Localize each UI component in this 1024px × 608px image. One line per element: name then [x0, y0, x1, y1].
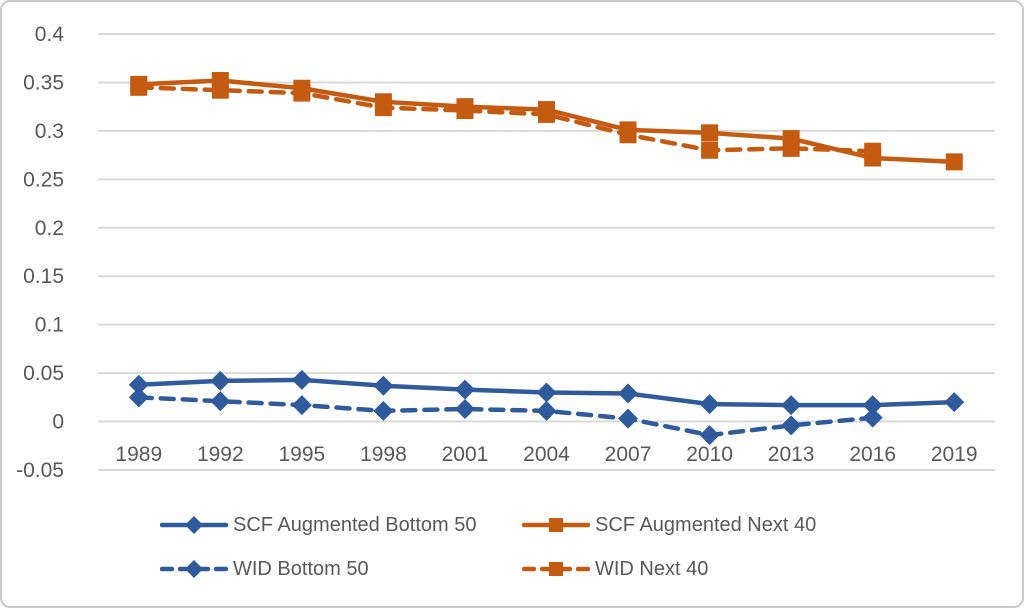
x-tick-label: 2007 [605, 443, 652, 466]
legend-swatch-solid-diamond-icon [160, 516, 228, 534]
y-tick-label: 0 [52, 411, 64, 434]
x-axis-tick-labels: 1989 1992 1995 1998 2001 2004 2007 2010 2013 2016… [115, 443, 977, 466]
legend-item-scf-augmented-bottom-50: SCF Augmented Bottom 50 [160, 513, 476, 537]
legend-swatch-solid-square-icon [522, 518, 590, 532]
y-tick-label: 0.2 [35, 217, 64, 240]
legend-item-wid-next-40: WID Next 40 [522, 557, 708, 581]
legend-label: WID Next 40 [595, 558, 709, 580]
legend-label: WID Bottom 50 [233, 558, 369, 580]
x-tick-label: 1995 [279, 443, 326, 466]
y-tick-label: 0.1 [35, 314, 64, 337]
legend-swatch-dashed-diamond-icon [160, 560, 228, 578]
y-tick-label: 0.25 [23, 168, 64, 191]
x-tick-label: 2010 [686, 443, 733, 466]
series-wid-next-40 [130, 78, 882, 160]
x-tick-label: 1989 [115, 443, 162, 466]
y-tick-label: -0.05 [16, 459, 64, 482]
x-tick-label: 2001 [442, 443, 489, 466]
legend-item-wid-bottom-50: WID Bottom 50 [160, 557, 369, 581]
y-tick-label: 0.3 [35, 120, 64, 143]
x-tick-label: 2019 [931, 443, 978, 466]
x-tick-label: 2004 [523, 443, 570, 466]
y-tick-label: 0.05 [23, 362, 64, 385]
legend-item-scf-augmented-next-40: SCF Augmented Next 40 [522, 513, 816, 537]
y-axis-tick-labels: 0.4 0.35 0.3 0.25 0.2 0.15 0.1 0.05 0 -0.05 [16, 23, 64, 482]
series-wid-bottom-50 [128, 387, 883, 446]
series-scf-augmented-next-40 [130, 72, 963, 171]
series-scf-augmented-bottom-50 [128, 369, 965, 416]
legend-label: SCF Augmented Bottom 50 [233, 514, 477, 536]
y-tick-label: 0.15 [23, 265, 64, 288]
x-tick-label: 1992 [197, 443, 244, 466]
x-tick-label: 2013 [768, 443, 815, 466]
y-tick-label: 0.4 [35, 23, 65, 46]
x-tick-label: 1998 [360, 443, 407, 466]
legend-label: SCF Augmented Next 40 [595, 514, 817, 536]
x-tick-label: 2016 [849, 443, 896, 466]
legend-swatch-dashed-square-icon [522, 562, 590, 576]
y-tick-label: 0.35 [23, 71, 64, 94]
